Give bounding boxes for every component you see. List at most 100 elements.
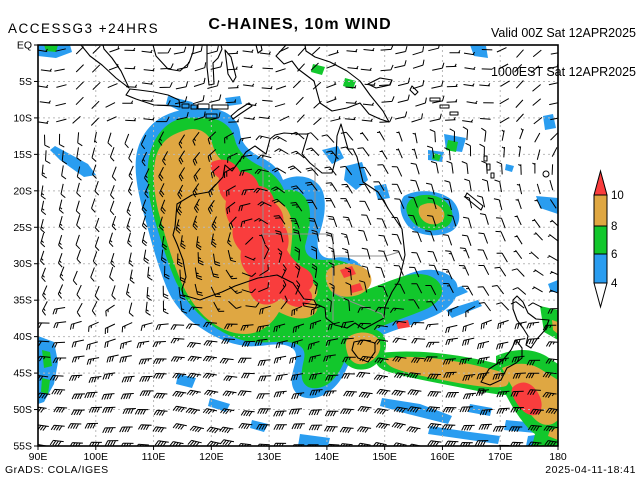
- chaines-region-blue: [50, 146, 96, 177]
- island-outline: [542, 170, 550, 178]
- chaines-region-orange: [552, 320, 558, 334]
- valid-time-local: 1000EST Sat 12APR2025: [490, 65, 636, 79]
- map-frame: [37, 44, 559, 447]
- creation-timestamp: 2025-04-11-18:41: [545, 464, 636, 476]
- chaines-region-green: [432, 153, 441, 161]
- island-outline: [211, 104, 229, 110]
- lon-label: 160E: [430, 451, 455, 463]
- chaines-region-blue: [505, 164, 514, 172]
- coastline: [255, 45, 263, 54]
- chaines-region-green: [540, 306, 558, 340]
- chaines-region-green: [311, 64, 325, 75]
- chaines-region-red: [210, 159, 314, 307]
- island-outline: [205, 113, 218, 119]
- chaines-region-blue: [446, 300, 482, 318]
- colorbar-band: [593, 253, 608, 284]
- chaines-region-blue: [374, 184, 390, 200]
- coastline: [512, 295, 550, 349]
- coastline: [224, 49, 237, 83]
- wind-barbs: [38, 45, 558, 446]
- chaines-region-blue: [543, 114, 556, 130]
- chaines-region-blue: [470, 45, 488, 58]
- axis-ticks: [34, 44, 559, 450]
- lon-label: 150E: [372, 451, 397, 463]
- island-outline: [181, 103, 190, 109]
- colorbar-band: [593, 225, 608, 255]
- chaines-region-green: [44, 45, 58, 52]
- lon-label: 100E: [84, 451, 109, 463]
- colorbar-band: [593, 194, 608, 227]
- chaines-region-red: [511, 382, 542, 416]
- valid-time-utc: Valid 00Z Sat 12APR2025: [490, 26, 636, 40]
- lat-label: 55S: [13, 441, 32, 453]
- coastline: [80, 45, 130, 89]
- island-outline: [449, 111, 459, 116]
- chaines-region-orange: [385, 356, 509, 388]
- colorbar-arrow-bottom: [593, 282, 608, 309]
- wind-barbs-layer: [38, 45, 558, 446]
- colorbar-tick-label: 4: [611, 278, 618, 290]
- lon-label: 130E: [257, 451, 282, 463]
- chaines-shading-layer: [38, 45, 558, 446]
- chaines-region-blue: [428, 426, 500, 444]
- chaines-region-orange: [418, 203, 445, 225]
- chaines-region-blue: [225, 96, 242, 106]
- coastline: [464, 192, 484, 211]
- chaines-region-blue: [536, 196, 558, 214]
- chaines-region-blue: [322, 146, 344, 164]
- colorbar-arrow-top: [593, 169, 608, 196]
- chaines-region-green: [446, 140, 458, 152]
- island-outline: [490, 172, 495, 179]
- grads-credit: GrADS: COLA/IGES: [5, 464, 109, 476]
- lat-label: 40S: [13, 331, 32, 343]
- island-outline: [486, 163, 491, 171]
- lat-label: 20S: [13, 185, 32, 197]
- coastline: [409, 85, 419, 96]
- chaines-region-green: [41, 378, 50, 394]
- chaines-region-red: [396, 320, 410, 329]
- lat-label: 5S: [19, 76, 32, 88]
- lon-label: 140E: [315, 451, 340, 463]
- chaines-region-green: [343, 78, 356, 89]
- island-outline: [483, 155, 488, 162]
- chaines-region-blue: [344, 162, 368, 190]
- coastline: [230, 102, 253, 120]
- lat-label: EQ: [17, 40, 32, 52]
- colorbar-tick-label: 10: [611, 190, 624, 202]
- lat-label: 30S: [13, 258, 32, 270]
- lon-label: 180: [549, 451, 567, 463]
- chaines-region-blue: [548, 280, 558, 292]
- coastline: [152, 45, 195, 72]
- lat-label: 25S: [13, 222, 32, 234]
- colorbar: [593, 169, 608, 309]
- lat-label: 50S: [13, 404, 32, 416]
- lon-label: 120E: [199, 451, 224, 463]
- island-outline: [190, 104, 198, 110]
- island-outline: [429, 97, 441, 102]
- lat-label: 15S: [13, 149, 32, 161]
- valid-time-block: Valid 00Z Sat 12APR2025 1000EST Sat 12AP…: [491, 1, 636, 105]
- lon-label: 110E: [142, 451, 166, 463]
- lat-label: 35S: [13, 295, 32, 307]
- lon-label: 170E: [488, 451, 513, 463]
- coastline: [125, 88, 181, 108]
- coastline: [172, 123, 406, 330]
- model-run-label: ACCESSG3 +24HRS: [8, 21, 160, 36]
- chaines-region-green: [42, 350, 52, 368]
- chaines-region-blue: [298, 434, 330, 446]
- colorbar-tick-label: 6: [611, 249, 617, 261]
- chaines-region-red: [350, 283, 363, 293]
- coastline: [206, 45, 223, 86]
- island-outline: [197, 103, 210, 110]
- lat-label: 45S: [13, 368, 32, 380]
- coastline: [367, 77, 393, 89]
- island-outline: [439, 104, 450, 109]
- colorbar-tick-label: 8: [611, 221, 617, 233]
- lat-label: 10S: [13, 112, 32, 124]
- page-title: C-HAINES, 10m WIND: [208, 16, 392, 33]
- coastline: [275, 45, 390, 123]
- chaines-region-red: [340, 266, 356, 278]
- chaines-region-orange: [548, 428, 558, 440]
